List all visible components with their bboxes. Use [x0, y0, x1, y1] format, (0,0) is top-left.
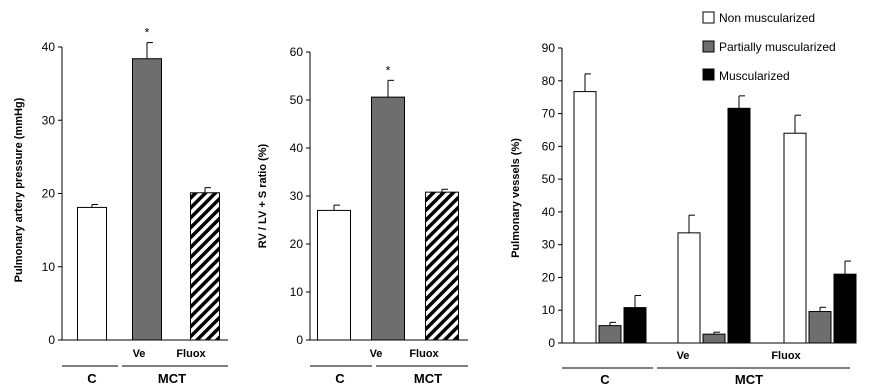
y-tick-label: 40	[542, 205, 556, 219]
y-tick-labels: 0 10 20 30 40	[42, 40, 228, 347]
y-tick-label: 50	[542, 172, 556, 186]
bar-ve	[371, 96, 405, 341]
group-label-mct: MCT	[158, 371, 186, 386]
bar-non-muscularized-fluox	[783, 132, 807, 344]
significance-marker: *	[145, 26, 150, 40]
y-axis-label: RV / LV + S ratio (%)	[257, 143, 269, 248]
legend-swatch-partially-muscularized	[702, 40, 715, 53]
group-label-mct: MCT	[735, 372, 763, 387]
bar-fluox	[425, 191, 459, 341]
y-tick-label: 60	[290, 45, 304, 59]
panel-pulmonary-artery-pressure: Pulmonary artery pressure (mmHg) 0 10 20 30…	[13, 26, 228, 386]
bar-non-muscularized-ve	[677, 232, 701, 344]
y-tick-label: 40	[42, 40, 56, 54]
category-label-ve: Ve	[370, 348, 383, 360]
category-label-fluox: Fluox	[176, 348, 206, 360]
y-tick-label: 50	[290, 93, 304, 107]
legend-label-non-muscularized: Non muscularized	[719, 11, 815, 25]
category-label-fluox: Fluox	[409, 348, 439, 360]
legend-label-muscularized: Muscularized	[719, 69, 790, 83]
category-label-ve: Ve	[133, 348, 146, 360]
bar-non-muscularized-c	[573, 91, 597, 344]
category-label-ve: Ve	[677, 350, 690, 362]
group-label-c: C	[87, 371, 97, 386]
y-tick-label: 0	[548, 336, 555, 350]
group-label-c: C	[335, 371, 345, 386]
group-label-c: C	[600, 372, 610, 387]
bar-c	[77, 206, 107, 341]
bar-partially-muscularized-fluox	[808, 311, 832, 344]
significance-marker: *	[386, 63, 391, 77]
legend-label-partially-muscularized: Partially muscularized	[719, 40, 836, 54]
y-axis-label: Pulmonary vessels (%)	[510, 138, 522, 258]
y-tick-label: 70	[542, 107, 556, 121]
y-tick-label: 10	[290, 285, 304, 299]
y-tick-label: 40	[290, 141, 304, 155]
y-tick-label: 30	[290, 189, 304, 203]
category-label-fluox: Fluox	[771, 350, 801, 362]
legend-swatch-muscularized	[702, 68, 715, 81]
y-tick-label: 10	[542, 303, 556, 317]
bar-muscularized-ve	[727, 107, 751, 344]
y-tick-label: 0	[48, 333, 55, 347]
y-axis-label: Pulmonary artery pressure (mmHg)	[13, 97, 25, 282]
y-tick-label: 30	[542, 238, 556, 252]
bar-c	[317, 209, 351, 341]
y-tick-label: 30	[42, 113, 56, 127]
bars: *	[317, 63, 459, 341]
y-tick-label: 20	[290, 237, 304, 251]
bar-partially-muscularized-c	[598, 325, 622, 344]
y-tick-label: 10	[42, 260, 56, 274]
bars: *	[77, 26, 220, 341]
bar-fluox	[190, 192, 220, 341]
legend-swatch-non-muscularized	[702, 11, 715, 24]
bar-muscularized-c	[623, 307, 647, 344]
legend: Non muscularized Partially muscularized …	[702, 11, 836, 83]
y-tick-label: 60	[542, 139, 556, 153]
y-tick-label: 90	[542, 41, 556, 55]
y-tick-label: 20	[542, 270, 556, 284]
bar-muscularized-fluox	[833, 273, 857, 344]
panel-pulmonary-vessels: Pulmonary vessels (%) 0 10 20 30 40 50 60 70 80 9…	[510, 11, 857, 387]
y-tick-label: 0	[296, 333, 303, 347]
bar-ve	[132, 58, 162, 341]
bar-partially-muscularized-ve	[702, 333, 726, 344]
y-tick-label: 20	[42, 187, 56, 201]
y-tick-label: 80	[542, 74, 556, 88]
panel-rv-lv-ratio: RV / LV + S ratio (%) 0 10 20 30 40 50 60 * Ve…	[257, 45, 468, 386]
bars	[573, 73, 857, 344]
group-label-mct: MCT	[414, 371, 442, 386]
